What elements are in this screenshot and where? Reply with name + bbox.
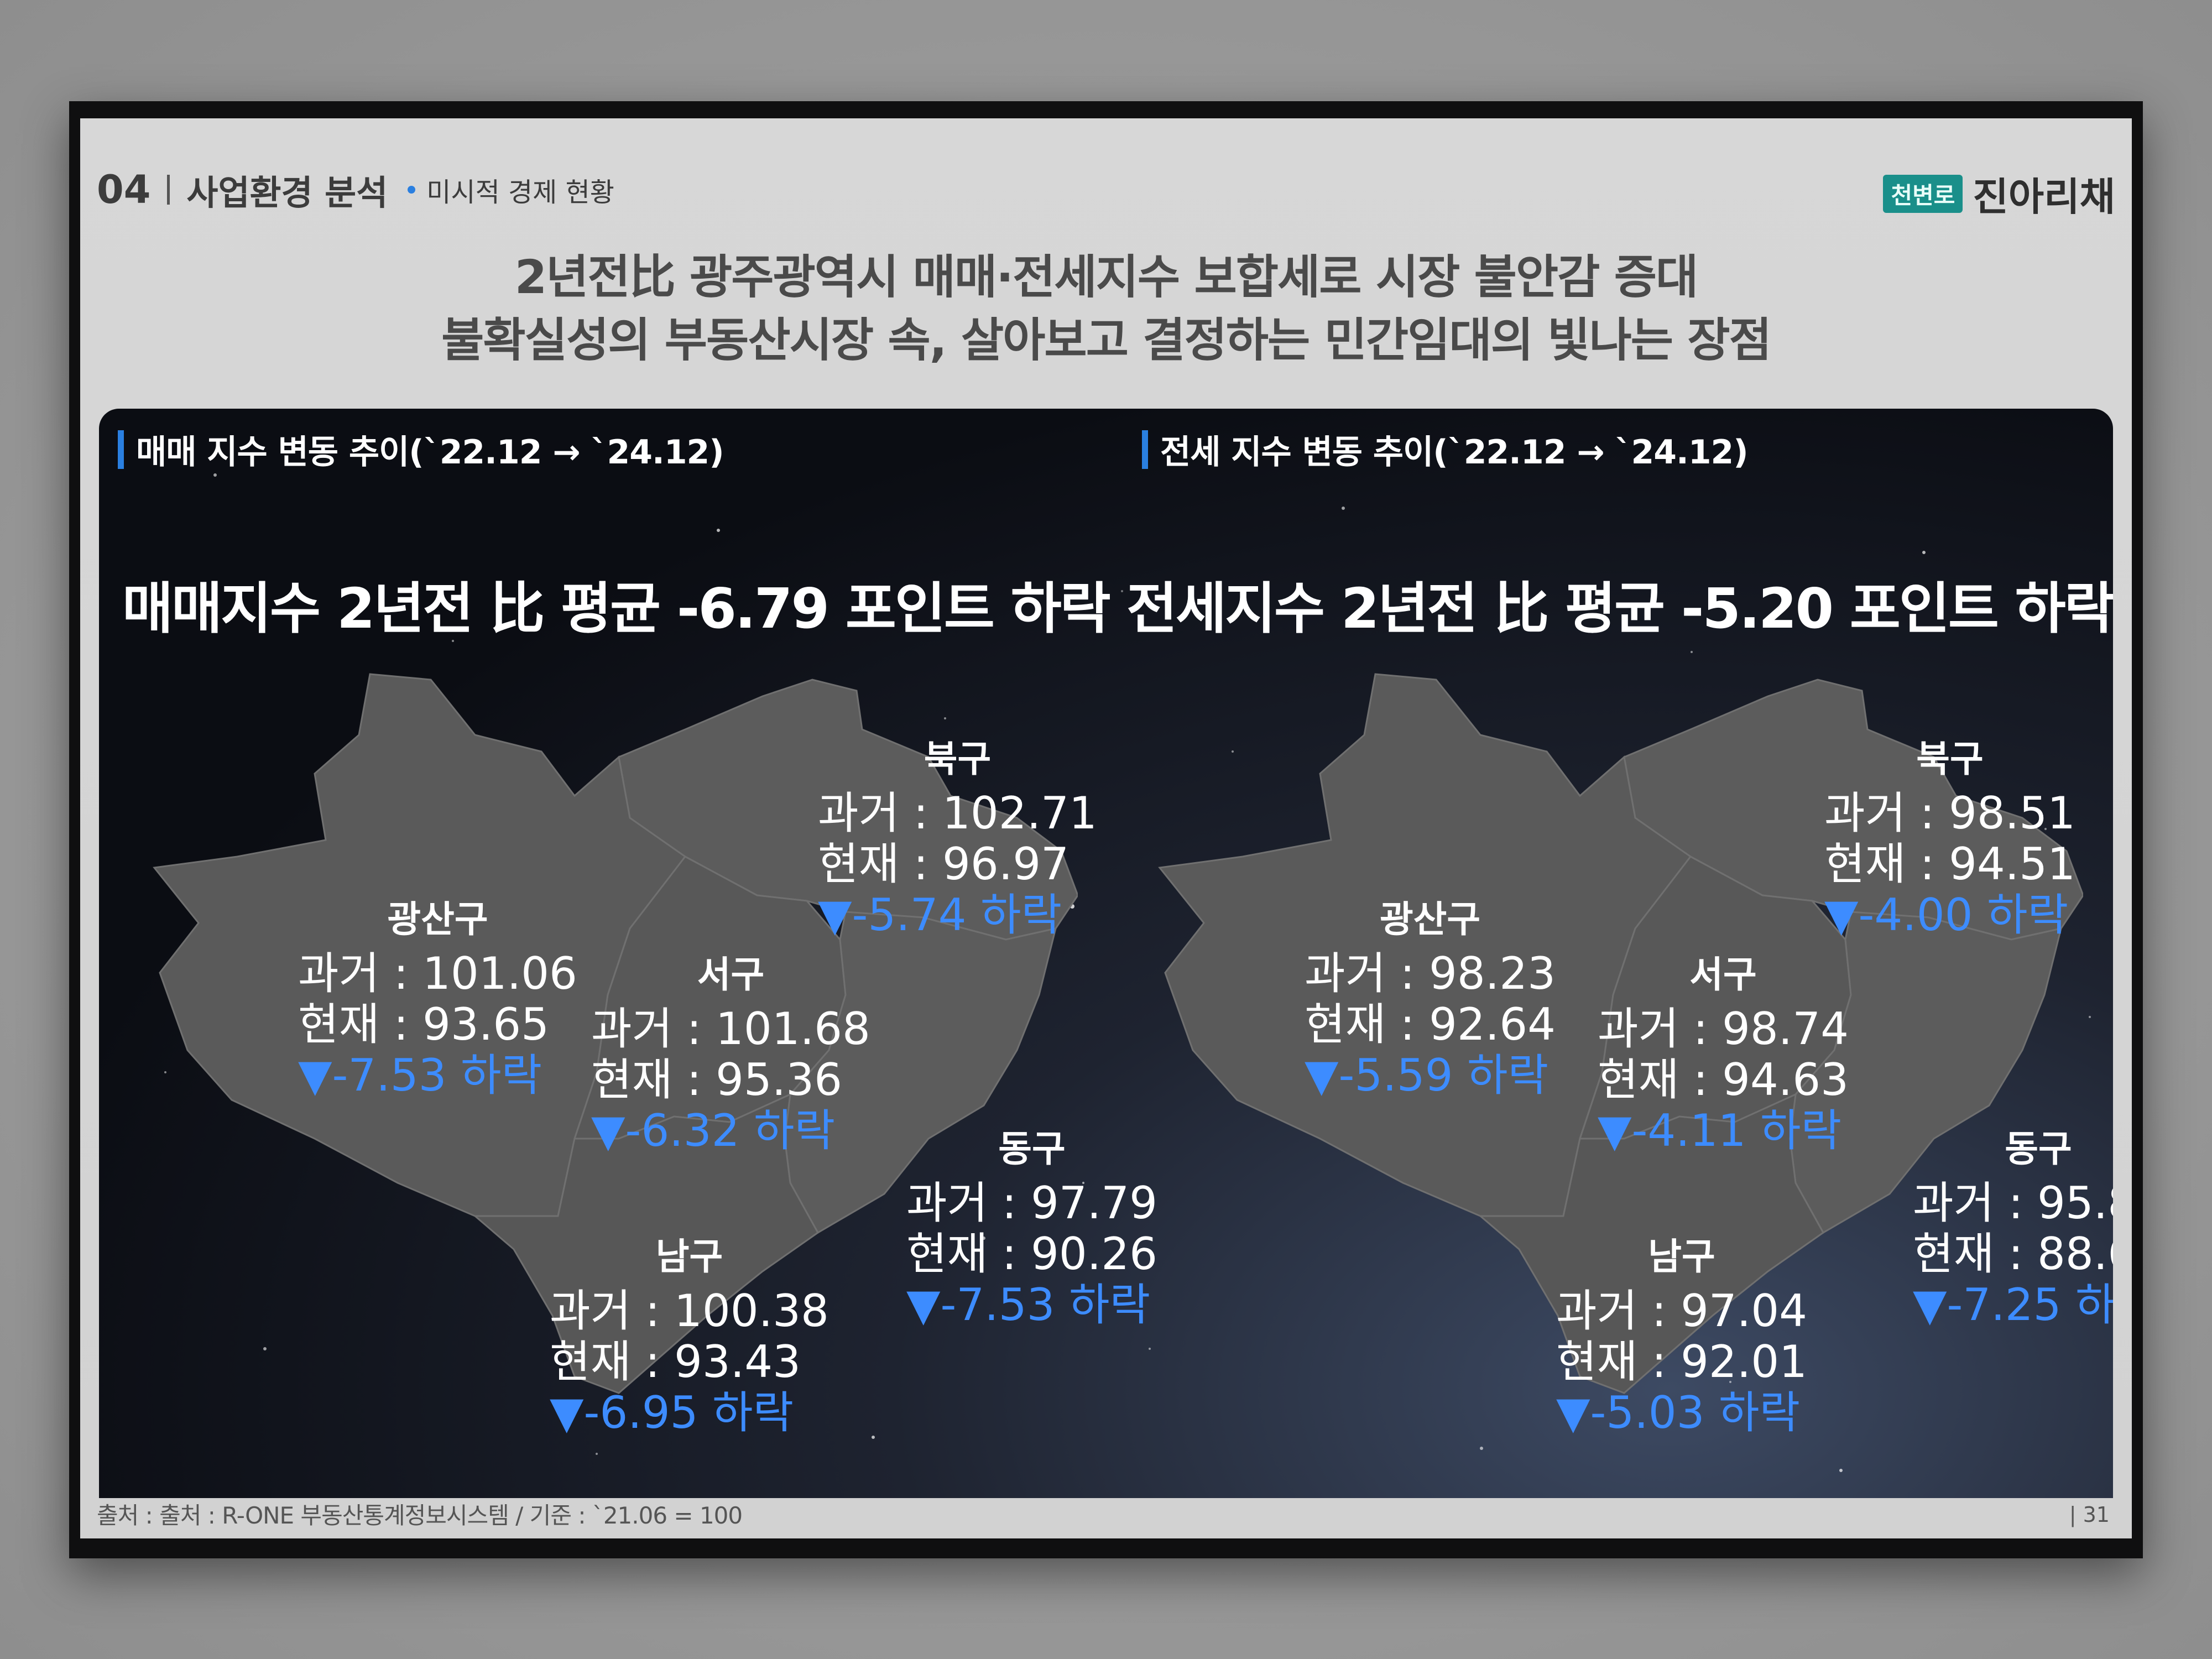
sale-map-region-nam [472, 1093, 819, 1394]
past-value: 과거 : 101.06 [298, 948, 577, 999]
content-panel: 매매 지수 변동 추이(`22.12 → `24.12) 매매지수 2년전 比 … [99, 409, 2113, 1498]
jeonse-map [1158, 673, 2083, 1394]
past-value: 과거 : 98.74 [1598, 1003, 1849, 1055]
current-value: 현재 : 93.65 [298, 999, 550, 1050]
current-value: 현재 : 94.63 [1598, 1054, 1849, 1105]
separator [167, 175, 170, 205]
jeonse-district-seo: 서구 과거 : 98.74 현재 : 94.63 ▼-4.11 하락 [1598, 945, 1849, 1156]
sale-section-label-text: 매매 지수 변동 추이(`22.12 → `24.12) [136, 433, 724, 472]
sale-map [153, 673, 1078, 1394]
jeonse-section-label-text: 전세 지수 변동 추이(`22.12 → `24.12) [1160, 433, 1749, 472]
breadcrumb: 04 사업환경 분석 미시적 경제 현황 [97, 165, 614, 215]
section-subtitle: 미시적 경제 현황 [426, 177, 614, 208]
change-value: ▼-5.03 하락 [1556, 1387, 1801, 1438]
change-value: ▼-7.25 하락 [1913, 1279, 2113, 1331]
sale-title: 매매지수 2년전 比 평균 -6.79 포인트 하락 [122, 576, 1111, 641]
brand-name: 진아리채 [1973, 174, 2115, 220]
jeonse-map-region-dong [1789, 911, 2063, 1234]
jeonse-district-dong: 동구 과거 : 95.86 현재 : 88.61 ▼-7.25 하락 [1913, 1119, 2113, 1331]
headline-line-2: 불확실성의 부동산시장 속, 살아보고 결정하는 민간임대의 빛나는 장점 [441, 313, 1772, 367]
sale-district-dong: 동구 과거 : 97.79 현재 : 90.26 ▼-7.53 하락 [906, 1119, 1157, 1331]
current-value: 현재 : 90.26 [906, 1228, 1158, 1280]
label-bar [1142, 430, 1148, 469]
past-value: 과거 : 101.68 [591, 1003, 870, 1055]
section-title: 사업환경 분석 [186, 173, 388, 213]
change-value: ▼-5.59 하락 [1305, 1050, 1549, 1101]
label-bar [118, 430, 124, 469]
change-value: ▼-7.53 하락 [298, 1050, 542, 1101]
past-value: 과거 : 98.23 [1305, 948, 1556, 999]
district-name: 남구 [655, 1235, 723, 1278]
change-value: ▼-6.95 하락 [550, 1387, 794, 1438]
past-value: 과거 : 98.51 [1824, 787, 2076, 839]
source-note: 출처 : 출처 : R-ONE 부동산통계정보시스템 / 기준 : `21.06… [97, 1502, 743, 1529]
slide: 04 사업환경 분석 미시적 경제 현황 천변로 진아리채 2년전比 광주광역시… [80, 118, 2132, 1538]
jeonse-map-region-nam [1478, 1093, 1824, 1394]
jeonse-district-buk: 북구 과거 : 98.51 현재 : 94.51 ▼-4.00 하락 [1824, 729, 2075, 941]
sale-district-seo: 서구 과거 : 101.68 현재 : 95.36 ▼-6.32 하락 [591, 945, 870, 1156]
section-number: 04 [97, 167, 151, 212]
jeonse-title: 전세지수 2년전 比 평균 -5.20 포인트 하락 [1126, 576, 2113, 641]
change-value: ▼-5.74 하락 [818, 889, 1062, 941]
district-name: 서구 [1689, 953, 1757, 996]
current-value: 현재 : 93.43 [550, 1336, 801, 1387]
change-value: ▼-4.00 하락 [1824, 889, 2069, 941]
page-number: | 31 [2069, 1503, 2110, 1527]
sale-map-region-dong [784, 911, 1057, 1234]
current-value: 현재 : 92.64 [1305, 999, 1556, 1050]
district-name: 북구 [1916, 738, 1984, 780]
current-value: 현재 : 95.36 [591, 1054, 843, 1105]
change-value: ▼-4.11 하락 [1598, 1105, 1842, 1156]
brand-logo: 천변로 진아리채 [1883, 166, 2115, 222]
change-value: ▼-7.53 하락 [906, 1279, 1151, 1331]
sale-district-gwangsan: 광산구 과거 : 101.06 현재 : 93.65 ▼-7.53 하락 [298, 890, 577, 1101]
current-value: 현재 : 92.01 [1556, 1336, 1808, 1387]
sale-district-nam: 남구 과거 : 100.38 현재 : 93.43 ▼-6.95 하락 [550, 1227, 829, 1438]
district-name: 북구 [924, 738, 992, 780]
jeonse-district-gwangsan: 광산구 과거 : 98.23 현재 : 92.64 ▼-5.59 하락 [1305, 890, 1556, 1101]
district-name: 남구 [1648, 1235, 1715, 1278]
current-value: 현재 : 88.61 [1913, 1228, 2113, 1280]
district-name: 서구 [697, 953, 765, 996]
sale-district-buk: 북구 과거 : 102.71 현재 : 96.97 ▼-5.74 하락 [818, 729, 1097, 941]
sale-section-label: 매매 지수 변동 추이(`22.12 → `24.12) [118, 425, 724, 473]
brand-badge: 천변로 [1883, 175, 1963, 213]
district-name: 동구 [998, 1128, 1066, 1170]
current-value: 현재 : 94.51 [1824, 838, 2076, 890]
headline-line-1: 2년전比 광주광역시 매매·전세지수 보합세로 시장 불안감 증대 [514, 250, 1699, 304]
district-name: 동구 [2005, 1128, 2072, 1170]
district-name: 광산구 [1379, 898, 1481, 941]
jeonse-district-nam: 남구 과거 : 97.04 현재 : 92.01 ▼-5.03 하락 [1556, 1227, 1807, 1438]
change-value: ▼-6.32 하락 [591, 1105, 836, 1156]
current-value: 현재 : 96.97 [818, 838, 1070, 890]
district-name: 광산구 [387, 898, 488, 941]
past-value: 과거 : 97.79 [906, 1177, 1158, 1229]
past-value: 과거 : 102.71 [818, 787, 1097, 839]
bullet-dot-icon [408, 186, 416, 194]
past-value: 과거 : 97.04 [1556, 1285, 1808, 1337]
past-value: 과거 : 95.86 [1913, 1177, 2113, 1229]
jeonse-section-label: 전세 지수 변동 추이(`22.12 → `24.12) [1142, 425, 1749, 473]
past-value: 과거 : 100.38 [550, 1285, 829, 1337]
